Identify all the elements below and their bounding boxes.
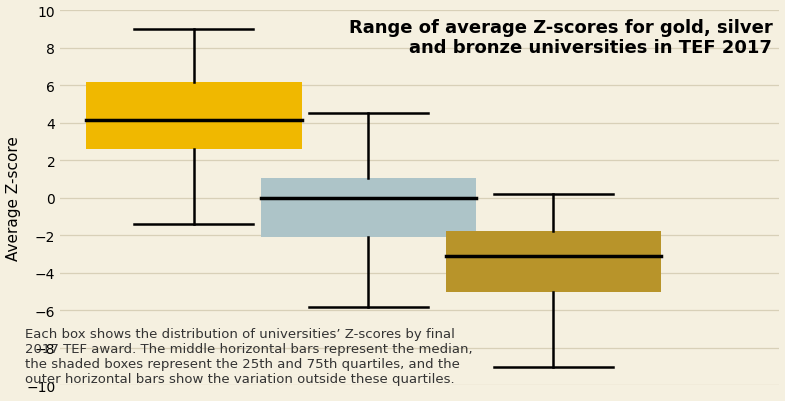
Bar: [261, 178, 476, 237]
Text: Range of average Z-scores for gold, silver
and bronze universities in TEF 2017: Range of average Z-scores for gold, silv…: [349, 18, 772, 57]
Y-axis label: Average Z-score: Average Z-score: [5, 136, 20, 261]
Bar: [446, 231, 661, 292]
Bar: [86, 83, 301, 150]
Text: Each box shows the distribution of universities’ Z-scores by final
2017 TEF awar: Each box shows the distribution of unive…: [25, 328, 473, 385]
